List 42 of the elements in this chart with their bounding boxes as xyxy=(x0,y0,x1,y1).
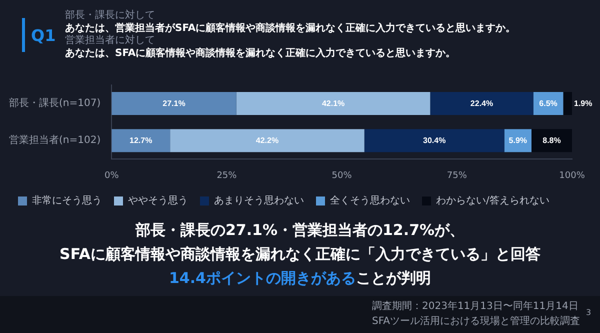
data-label: 22.4% xyxy=(470,98,494,108)
data-label: 1.9% xyxy=(574,98,592,108)
text: 営業担当者に対して xyxy=(65,35,156,47)
bar xyxy=(112,129,170,152)
legend-label: 全くそう思わない xyxy=(330,194,410,207)
text: 3 xyxy=(586,308,592,317)
text: 調査期間：2023年11月13日〜同年11月14日 xyxy=(372,300,580,314)
bar xyxy=(236,92,430,116)
legend-label: あまりそう思わない xyxy=(214,196,304,207)
x-tick-label: 50% xyxy=(332,170,352,181)
x-tick-label: 0% xyxy=(104,170,120,181)
data-label: 12.7% xyxy=(130,136,152,145)
bar xyxy=(364,129,504,152)
bar xyxy=(170,129,364,152)
text: SFAに顧客情報や商談情報を漏れなく正確に「入力できている」と回答 xyxy=(58,244,542,265)
data-label: 27.1% xyxy=(162,98,186,108)
text: Q1 xyxy=(31,26,57,44)
bar xyxy=(563,92,572,116)
text: 部長・課長に対して xyxy=(65,10,156,22)
bar xyxy=(533,92,564,116)
legend-label: 非常にそう思う xyxy=(32,194,102,207)
text: あなたは、営業担当者がSFAに顧客情報や商談情報を漏れなく正確に入力できていると思いますか。 xyxy=(65,22,516,34)
x-tick-label: 25% xyxy=(216,170,238,181)
data-label: 42.1% xyxy=(322,98,345,108)
text: あなたは、SFAに顧客情報や商談情報を漏れなく正確に入力できていると思いますか。 xyxy=(65,47,457,60)
bar xyxy=(531,129,572,152)
x-tick-label: 100% xyxy=(559,170,586,181)
bar xyxy=(430,92,534,116)
data-label: 8.8% xyxy=(542,136,561,145)
y-tick-label: 部長・課長(n=107) xyxy=(8,97,101,110)
y-tick-label: 営業担当者(n=102) xyxy=(8,134,101,146)
data-label: 5.9% xyxy=(508,136,528,145)
data-label: 30.4% xyxy=(423,136,446,145)
bar xyxy=(112,92,236,116)
x-tick-label: 75% xyxy=(446,170,468,181)
text: 部長・課長の27.1%・営業担当者の12.7%が、 xyxy=(134,220,466,241)
text: SFAツール活用における現場と管理の比較調査 xyxy=(372,314,580,329)
data-label: 6.5% xyxy=(539,98,558,108)
legend-label: わからない/答えられない xyxy=(436,194,550,207)
data-label: 42.2% xyxy=(256,136,279,145)
legend-label: ややそう思う xyxy=(128,196,188,207)
text: 14.4ポイントの開きがある xyxy=(168,269,356,287)
